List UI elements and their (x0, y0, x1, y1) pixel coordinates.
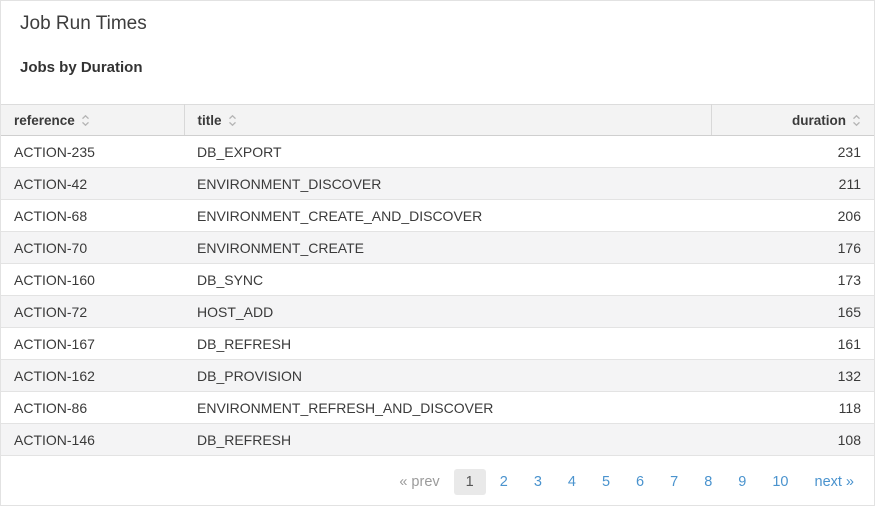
cell-reference: ACTION-86 (1, 391, 184, 424)
cell-title: DB_PROVISION (184, 359, 711, 392)
cell-reference: ACTION-167 (1, 327, 184, 360)
cell-reference: ACTION-235 (14, 143, 95, 160)
cell-title: HOST_ADD (184, 295, 711, 328)
table-row: ACTION-68 ENVIRONMENT_CREATE_AND_DISCOVE… (1, 199, 874, 232)
cell-title: ENVIRONMENT_CREATE_AND_DISCOVER (184, 199, 711, 232)
column-label-duration: duration (792, 112, 846, 128)
cell-duration: 206 (711, 199, 874, 232)
jobs-table: reference title duration ACTION-235 DB_E… (1, 104, 874, 456)
column-header-reference[interactable]: reference (1, 104, 185, 136)
pagination-page-current[interactable]: 1 (453, 468, 486, 495)
pagination-page[interactable]: 7 (670, 473, 679, 490)
cell-reference: ACTION-146 (1, 423, 184, 456)
column-header-duration[interactable]: duration (711, 104, 874, 136)
table-row: ACTION-70 ENVIRONMENT_CREATE 176 (1, 231, 874, 264)
cell-duration: 118 (711, 391, 874, 424)
pagination: « prev 1 2 3 4 5 6 7 8 9 10 next » (1, 456, 874, 507)
cell-duration: 132 (711, 359, 874, 392)
cell-duration: 173 (711, 263, 874, 296)
pagination-page[interactable]: 9 (738, 473, 747, 490)
cell-title: DB_SYNC (184, 263, 711, 296)
table-row: ACTION-162 DB_PROVISION 132 (1, 359, 874, 392)
cell-title: ENVIRONMENT_CREATE (184, 231, 711, 264)
table-row: ACTION-167 DB_REFRESH 161 (1, 327, 874, 360)
cell-reference: ACTION-42 (1, 167, 184, 200)
cell-reference: ACTION-72 (1, 295, 184, 328)
cell-reference: ACTION-68 (1, 199, 184, 232)
cell-duration: 108 (711, 423, 874, 456)
table-row: ACTION-86 ENVIRONMENT_REFRESH_AND_DISCOV… (1, 391, 874, 424)
column-header-title[interactable]: title (184, 104, 712, 136)
report-header: Job Run Times Jobs by Duration (1, 1, 874, 76)
cell-duration: 176 (711, 231, 874, 264)
report-subtitle: Jobs by Duration (20, 59, 143, 76)
pagination-next[interactable]: next » (814, 473, 855, 490)
cell-title: ENVIRONMENT_DISCOVER (184, 167, 711, 200)
table-row: ACTION-235 DB_EXPORT 231 (1, 136, 874, 168)
cell-duration: 161 (711, 327, 874, 360)
page-title: Job Run Times (20, 13, 147, 34)
table-row: ACTION-72 HOST_ADD 165 (1, 295, 874, 328)
pagination-page[interactable]: 8 (704, 473, 713, 490)
table-row: ACTION-146 DB_REFRESH 108 (1, 423, 874, 456)
table-row: ACTION-160 DB_SYNC 173 (1, 263, 874, 296)
sort-arrows-icon (81, 114, 89, 126)
column-label-reference: reference (14, 112, 75, 128)
pagination-prev[interactable]: « prev (399, 473, 440, 490)
pagination-page[interactable]: 5 (601, 473, 611, 490)
cell-duration: 211 (711, 167, 874, 200)
cell-title: DB_REFRESH (184, 327, 711, 360)
table-row: ACTION-42 ENVIRONMENT_DISCOVER 211 (1, 167, 874, 200)
cell-reference: ACTION-162 (1, 359, 184, 392)
table-header-row: reference title duration (1, 104, 874, 136)
sort-arrows-icon (228, 114, 236, 126)
cell-reference: ACTION-160 (1, 263, 184, 296)
column-label-title: title (197, 112, 222, 128)
pagination-page[interactable]: 4 (567, 473, 576, 490)
table-body: ACTION-235 DB_EXPORT 231 ACTION-42 ENVIR… (1, 136, 874, 456)
pagination-page[interactable]: 2 (499, 473, 508, 490)
cell-duration: 231 (837, 143, 861, 160)
sort-arrows-icon (853, 114, 860, 126)
pagination-page[interactable]: 6 (636, 473, 645, 490)
cell-title: DB_REFRESH (184, 423, 711, 456)
cell-title: DB_EXPORT (197, 143, 282, 160)
pagination-page[interactable]: 10 (772, 473, 789, 490)
pagination-page[interactable]: 3 (533, 473, 542, 490)
cell-reference: ACTION-70 (1, 231, 184, 264)
cell-duration: 165 (711, 295, 874, 328)
cell-title: ENVIRONMENT_REFRESH_AND_DISCOVER (184, 391, 711, 424)
